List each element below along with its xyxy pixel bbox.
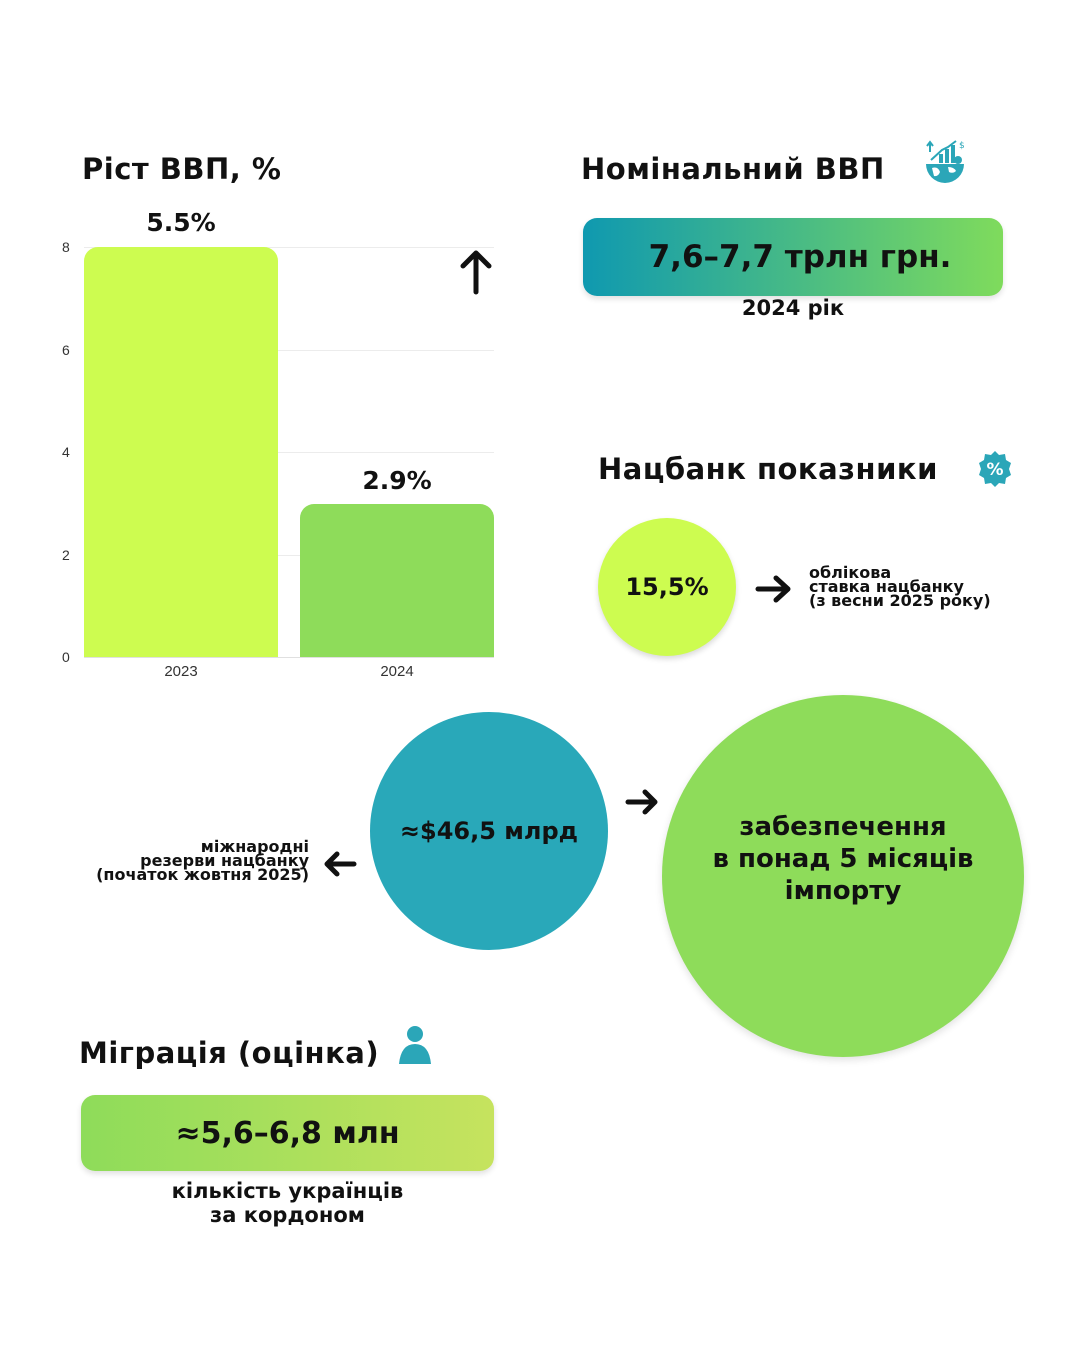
nbu-title: Нацбанк показники — [598, 452, 938, 486]
bar-2024 — [300, 504, 494, 657]
arrow-up-icon — [460, 250, 492, 295]
percent-badge-icon: % — [979, 451, 1011, 487]
bar-label-2024: 2.9% — [362, 466, 432, 495]
gridline-8 — [84, 247, 494, 248]
migration-value-card: ≈5,6–6,8 млн — [81, 1095, 494, 1171]
gdp-growth-chart: 8 6 4 2 0 5.5% 2.9% 2023 2024 — [60, 200, 510, 700]
migration-value: ≈5,6–6,8 млн — [175, 1115, 400, 1151]
x-tick-2023: 2023 — [164, 663, 198, 680]
svg-text:$: $ — [959, 141, 965, 151]
nominal-gdp-value: 7,6–7,7 трлн грн. — [648, 239, 952, 275]
policy-rate-caption: облікова ставка нацбанку (з весни 2025 р… — [809, 563, 991, 610]
x-tick-2024: 2024 — [380, 663, 414, 680]
globe-growth-icon: $ — [926, 140, 965, 183]
reserves-caption: міжнародні резерви нацбанку (початок жов… — [96, 837, 309, 884]
bar-label-2023: 5.5% — [146, 208, 216, 237]
reserves-value: ≈$46,5 млрд — [399, 817, 579, 845]
y-tick: 8 — [62, 239, 70, 255]
y-tick: 6 — [62, 342, 70, 358]
nominal-gdp-caption: 2024 рік — [741, 296, 845, 320]
migration-title: Міграція (оцінка) — [79, 1036, 380, 1070]
y-tick: 0 — [62, 649, 70, 665]
nominal-gdp-title: Номінальний ВВП — [581, 152, 885, 186]
y-tick: 2 — [62, 547, 70, 563]
reserves-circle: ≈$46,5 млрд — [370, 712, 608, 950]
arrow-right-icon — [625, 789, 658, 815]
arrow-left-icon — [324, 851, 357, 877]
gridline-6 — [84, 350, 494, 351]
gdp-growth-title: Ріст ВВП, % — [82, 152, 282, 186]
policy-rate-value: 15,5% — [625, 573, 709, 601]
arrow-right-icon — [755, 575, 791, 603]
axis-baseline — [84, 657, 494, 658]
bar-2023 — [84, 247, 278, 657]
import-cover-text: забезпечення в понад 5 місяців імпорту — [712, 812, 974, 906]
y-tick: 4 — [62, 444, 70, 460]
svg-text:%: % — [986, 460, 1003, 480]
import-cover-circle: забезпечення в понад 5 місяців імпорту — [662, 695, 1024, 1057]
gridline-4 — [84, 452, 494, 453]
nominal-gdp-value-card: 7,6–7,7 трлн грн. — [583, 218, 1003, 296]
policy-rate-circle: 15,5% — [598, 518, 736, 656]
migration-caption: кількість українців за кордоном — [171, 1179, 404, 1227]
gridline-2 — [84, 555, 494, 556]
person-icon — [399, 1026, 431, 1064]
